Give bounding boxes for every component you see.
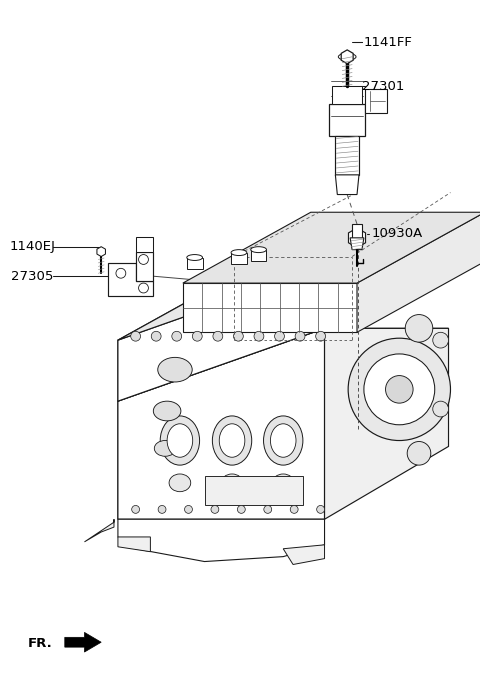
Circle shape <box>131 331 141 341</box>
Ellipse shape <box>212 416 252 465</box>
Ellipse shape <box>155 440 176 456</box>
Circle shape <box>139 283 148 293</box>
Text: FR.: FR. <box>27 637 52 650</box>
Circle shape <box>139 255 148 265</box>
Polygon shape <box>324 328 448 519</box>
Polygon shape <box>365 90 386 113</box>
Ellipse shape <box>221 474 243 491</box>
FancyBboxPatch shape <box>231 253 247 265</box>
Polygon shape <box>350 238 364 250</box>
Circle shape <box>238 505 245 513</box>
Circle shape <box>290 505 298 513</box>
Polygon shape <box>118 537 150 552</box>
Circle shape <box>316 331 325 341</box>
Circle shape <box>433 332 448 348</box>
FancyBboxPatch shape <box>204 476 303 505</box>
Circle shape <box>213 331 223 341</box>
Polygon shape <box>118 519 324 561</box>
Ellipse shape <box>264 416 303 465</box>
Ellipse shape <box>219 424 245 457</box>
Text: 27305: 27305 <box>11 270 53 283</box>
Polygon shape <box>118 270 246 401</box>
Polygon shape <box>118 267 448 340</box>
Polygon shape <box>329 104 365 136</box>
Circle shape <box>364 354 435 425</box>
Polygon shape <box>118 328 448 401</box>
Polygon shape <box>333 86 362 104</box>
Ellipse shape <box>167 424 192 457</box>
Ellipse shape <box>270 424 296 457</box>
Text: 10930A: 10930A <box>372 228 423 240</box>
Polygon shape <box>357 212 480 332</box>
Polygon shape <box>348 228 366 248</box>
Polygon shape <box>136 237 153 251</box>
Polygon shape <box>283 545 324 564</box>
Circle shape <box>317 505 324 513</box>
Circle shape <box>433 401 448 417</box>
Text: 27301: 27301 <box>362 80 404 93</box>
Polygon shape <box>108 263 153 296</box>
Circle shape <box>405 314 433 342</box>
Ellipse shape <box>153 401 181 421</box>
Polygon shape <box>97 246 106 256</box>
Ellipse shape <box>160 416 200 465</box>
Polygon shape <box>84 519 114 542</box>
Polygon shape <box>336 136 359 175</box>
Ellipse shape <box>272 474 294 491</box>
FancyBboxPatch shape <box>251 250 266 261</box>
Polygon shape <box>118 267 324 401</box>
Polygon shape <box>65 632 101 652</box>
Circle shape <box>407 442 431 465</box>
Circle shape <box>295 331 305 341</box>
Polygon shape <box>336 175 359 195</box>
Polygon shape <box>136 251 153 281</box>
Text: 1140EJ: 1140EJ <box>9 240 55 253</box>
Circle shape <box>192 331 202 341</box>
Circle shape <box>132 505 140 513</box>
Circle shape <box>348 338 451 440</box>
Ellipse shape <box>169 474 191 491</box>
Ellipse shape <box>158 358 192 382</box>
Circle shape <box>264 505 272 513</box>
Ellipse shape <box>187 255 203 260</box>
Polygon shape <box>352 224 362 238</box>
Polygon shape <box>183 283 357 332</box>
Ellipse shape <box>338 53 356 60</box>
Text: 1141FF: 1141FF <box>364 36 413 48</box>
Circle shape <box>158 505 166 513</box>
FancyBboxPatch shape <box>187 258 203 270</box>
Circle shape <box>275 331 285 341</box>
Circle shape <box>151 331 161 341</box>
Polygon shape <box>118 330 246 519</box>
Circle shape <box>172 331 181 341</box>
Polygon shape <box>118 328 324 519</box>
Circle shape <box>116 268 126 278</box>
Circle shape <box>211 505 219 513</box>
Ellipse shape <box>231 250 247 255</box>
Polygon shape <box>183 212 480 283</box>
Circle shape <box>385 376 413 403</box>
Circle shape <box>233 331 243 341</box>
Ellipse shape <box>251 246 266 253</box>
Circle shape <box>254 331 264 341</box>
Polygon shape <box>341 50 353 64</box>
Circle shape <box>184 505 192 513</box>
